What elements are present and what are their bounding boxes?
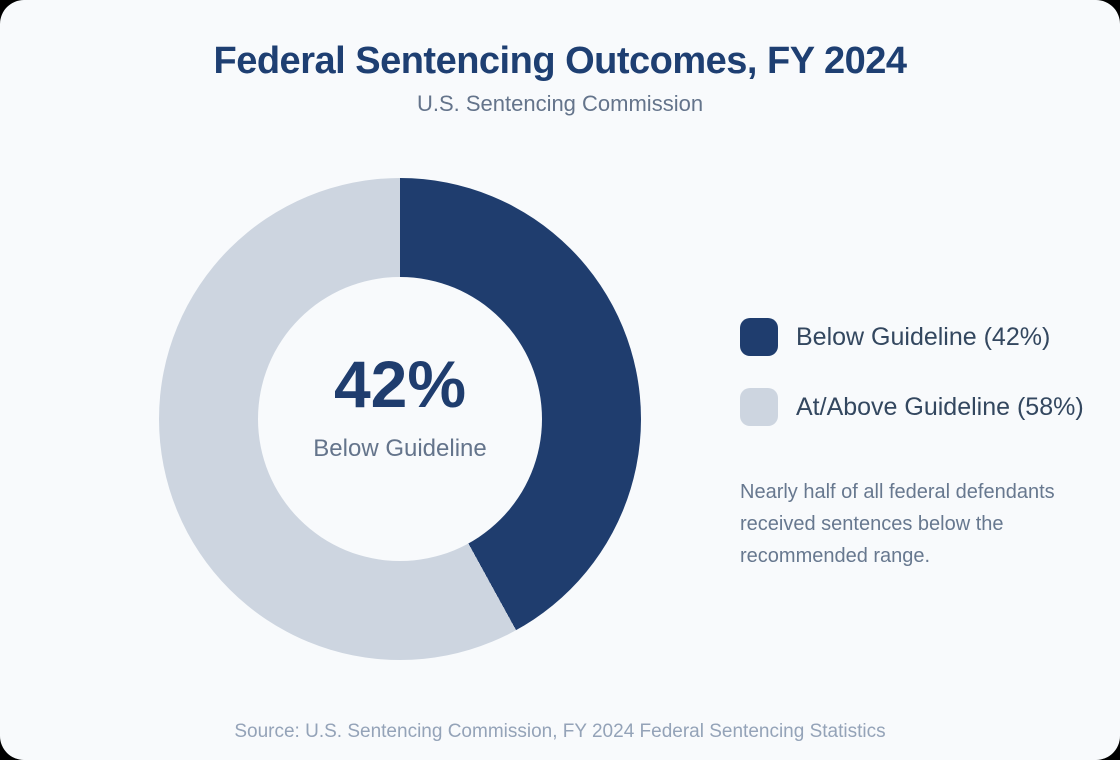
legend-and-annotation: Below Guideline (42%) At/Above Guideline… (740, 318, 1110, 572)
page-subtitle: U.S. Sentencing Commission (416, 91, 704, 116)
legend-label: At/Above Guideline (58%) (796, 392, 1084, 421)
page-title: Federal Sentencing Outcomes, FY 2024 (213, 40, 908, 82)
donut-center-label: Below Guideline (313, 435, 487, 462)
donut-hole: 42% Below Guideline (258, 277, 542, 561)
donut-center-value: 42% (333, 347, 467, 421)
annotation-text: Nearly half of all federal defendants re… (740, 481, 1055, 567)
legend-item-at-above-guideline: At/Above Guideline (58%) (740, 388, 1110, 426)
legend-swatch-at-above-guideline (740, 388, 778, 426)
legend-item-below-guideline: Below Guideline (42%) (740, 318, 1110, 356)
legend: Below Guideline (42%) At/Above Guideline… (740, 318, 1110, 426)
legend-swatch-below-guideline (740, 318, 778, 356)
donut-chart: 42% Below Guideline (159, 178, 641, 660)
legend-label: Below Guideline (42%) (796, 322, 1051, 351)
source-text: Source: U.S. Sentencing Commission, FY 2… (234, 721, 886, 742)
